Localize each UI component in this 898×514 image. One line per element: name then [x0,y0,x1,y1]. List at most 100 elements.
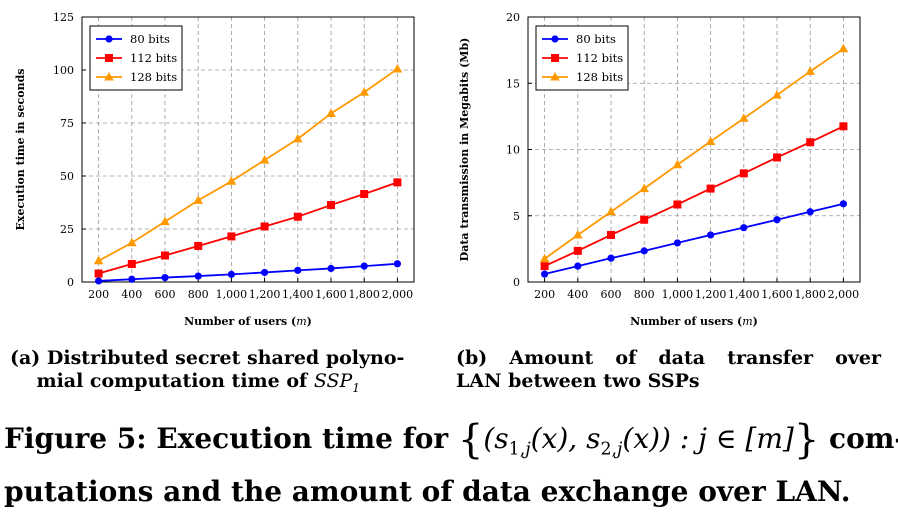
data-point [393,260,401,268]
series-line [544,125,844,267]
data-point [673,239,681,247]
x-tick-label: 200 [534,288,555,301]
data-point [227,232,236,241]
x-axis-title-var: m [742,315,752,328]
x-tick-label: 1,000 [662,288,694,301]
legend-label: 128 bits [130,70,177,84]
y-axis-title: Execution time in seconds [14,69,27,231]
x-tick-label: 800 [188,288,209,301]
y-tick-label: 100 [53,64,74,77]
series-line [98,181,398,275]
data-point [839,122,848,131]
data-point [127,259,136,268]
data-point [541,270,549,278]
x-axis-title-main: Number of users ( [630,315,742,328]
data-point [574,262,582,270]
data-point [360,262,368,270]
figure-caption: Figure 5: Execution time for {(s1,j(x), … [4,418,898,513]
figure-caption-sub-2j: j [617,439,623,460]
legend-label: 112 bits [576,51,623,65]
data-point [805,66,815,75]
data-point [672,159,683,169]
data-point [93,255,104,265]
legend-marker [105,54,113,62]
legend-marker [551,54,559,62]
legend-marker [551,35,559,43]
x-axis-title-close: ) [753,315,758,328]
data-point [707,231,715,239]
y-tick-label: 50 [60,170,74,183]
data-point [293,212,302,221]
plot-frame [81,16,415,283]
data-point [294,266,302,274]
subcaption-a-line1: (a) Distributed secret shared polyno- [10,347,405,369]
data-point [806,208,814,216]
data-point [94,269,103,278]
subcaption-a: (a) Distributed secret shared polyno- mi… [10,347,440,400]
y-tick-label: 5 [513,210,520,223]
data-point [606,206,616,216]
subcaption-a-line2: mial computation time of [36,370,314,392]
data-point [539,253,550,263]
x-tick-label: 200 [88,288,109,301]
x-tick-label: 1,600 [315,288,347,301]
x-tick-label: 1,400 [282,288,314,301]
y-tick-label: 0 [513,276,520,289]
data-point [573,246,582,255]
legend-marker [104,72,114,81]
y-axis-title: Data transmission in Megabits (Mb) [458,38,471,262]
x-tick-label: 1,200 [249,288,281,301]
data-point [226,176,237,185]
figure-caption-sub-2: 2, [600,439,618,460]
figure-caption-line2: putations and the amount of data exchang… [4,474,851,508]
series-line [544,48,844,260]
series-line [98,68,398,262]
data-point [194,241,203,250]
subcaption-b: (b) Amount of data transfer over LAN bet… [456,347,881,393]
data-point [327,264,335,273]
figure-caption-tail: com- [819,422,898,455]
x-tick-label: 1,800 [348,288,380,301]
x-tick-label: 800 [634,288,655,301]
figure-caption-sub-1: 1, [508,439,526,460]
y-tick-label: 125 [53,11,74,24]
x-axis-title-main: Number of users ( [184,315,296,328]
x-tick-label: 400 [121,288,142,301]
data-point [773,216,781,224]
data-point [127,237,137,247]
y-tick-label: 25 [60,223,74,236]
legend-label: 128 bits [576,70,623,84]
data-point [739,169,748,178]
x-axis-title: Number of users (m) [630,315,758,328]
x-tick-label: 1,000 [216,288,248,301]
x-tick-label: 1,600 [761,288,793,301]
x-tick-label: 400 [567,288,588,301]
data-point [260,222,269,231]
figure-caption-math-1: (s [483,422,509,455]
data-point [95,277,103,285]
data-point [540,262,549,271]
data-point [772,90,782,99]
figure-caption-sub-1j: j [525,439,531,460]
data-point [327,201,335,210]
subcaption-b-line2: LAN between two SSPs [456,370,700,392]
x-tick-label: 600 [155,288,176,301]
data-point [673,200,682,209]
data-point [773,153,781,162]
subcaption-a-math-sub: 1 [352,380,360,395]
subcaption-b-line1: (b) Amount of data transfer over [456,347,881,369]
legend-label: 112 bits [130,51,177,65]
data-point [573,229,583,239]
x-axis-title-close: ) [307,315,312,328]
x-axis-title: Number of users (m) [184,315,312,328]
y-tick-label: 15 [506,77,520,90]
y-tick-label: 0 [67,276,74,289]
data-point [706,184,715,193]
data-point [326,108,336,117]
data-point [360,190,369,199]
figure-caption-label: Figure 5: Execution time for [4,422,458,455]
subcaption-a-math: SSP [313,370,353,392]
data-point [259,155,270,164]
data-point [607,230,615,239]
data-point [740,224,748,232]
